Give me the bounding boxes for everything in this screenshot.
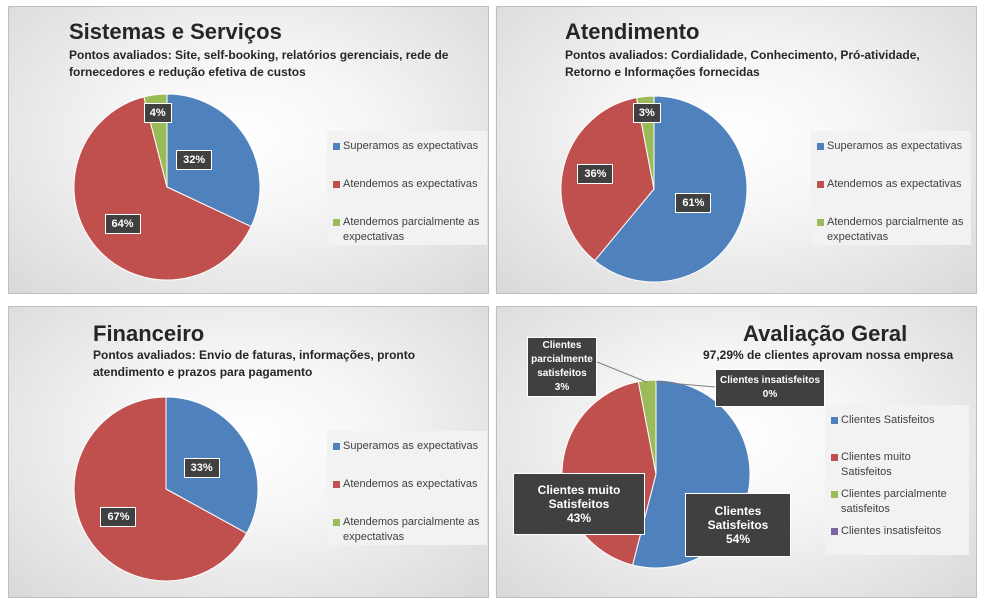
data-label-red-slice: Clientes muito Satisfeitos 43% bbox=[513, 473, 645, 535]
legend-label: Superamos as expectativas bbox=[827, 140, 963, 152]
chart-panel-financeiro: Financeiro Pontos avaliados: Envio de fa… bbox=[8, 306, 489, 598]
legend-swatch bbox=[333, 143, 340, 150]
legend-swatch bbox=[817, 219, 824, 226]
legend-swatch bbox=[831, 454, 838, 461]
data-label-red-slice: 36% bbox=[577, 163, 614, 184]
data-label-line: 0% bbox=[762, 389, 778, 400]
chart-title: Atendimento bbox=[565, 19, 700, 44]
data-label-line: parcialmente bbox=[531, 354, 593, 365]
chart-legend: Superamos as expectativas Atendemos as ex… bbox=[327, 131, 487, 245]
data-label-blue-slice: 61% bbox=[675, 193, 712, 214]
legend-swatch bbox=[333, 443, 340, 450]
data-label-line: satisfeitos bbox=[537, 368, 587, 379]
legend-label: Clientes insatisfeitos bbox=[841, 525, 942, 537]
legend-swatch bbox=[333, 481, 340, 488]
data-label-green-slice: Clientes parcialmente satisfeitos 3% bbox=[527, 337, 597, 397]
legend-swatch bbox=[333, 181, 340, 188]
legend-label: Atendemos parcialmente as expectativas bbox=[343, 216, 480, 243]
legend-swatch bbox=[333, 519, 340, 526]
data-label-line: Clientes bbox=[542, 340, 582, 351]
data-label-green-slice: 4% bbox=[143, 103, 172, 124]
legend-label: Clientes Satisfeitos bbox=[841, 414, 935, 426]
chart-legend: Superamos as expectativas Atendemos as ex… bbox=[811, 131, 971, 245]
data-label-line: Satisfeitos bbox=[548, 497, 610, 511]
data-label-blue-slice: 32% bbox=[176, 149, 213, 170]
chart-title: Financeiro bbox=[93, 321, 205, 346]
pie-chart bbox=[73, 396, 259, 582]
legend-swatch bbox=[831, 528, 838, 535]
legend-swatch bbox=[831, 417, 838, 424]
data-label-purple-slice: Clientes insatisfeitos 0% bbox=[715, 369, 825, 407]
pie-slice-green-slice bbox=[637, 379, 657, 475]
data-label-line: Satisfeitos bbox=[707, 518, 769, 532]
pie-chart bbox=[73, 93, 261, 281]
legend-swatch bbox=[817, 143, 824, 150]
legend-label: Atendemos as expectativas bbox=[343, 178, 478, 190]
data-label-green-slice: 3% bbox=[632, 103, 661, 124]
data-label-line: Clientes muito bbox=[537, 483, 621, 497]
legend-label: Superamos as expectativas bbox=[343, 140, 479, 152]
data-label-line: 43% bbox=[566, 511, 592, 525]
legend-label: Atendemos parcialmente as expectativas bbox=[827, 216, 964, 243]
data-label-line: Clientes bbox=[714, 504, 762, 518]
leader-line bbox=[655, 381, 716, 388]
pie-slice-blue-slice bbox=[166, 93, 261, 228]
data-label-red-slice: 67% bbox=[100, 507, 137, 528]
legend-label: Atendemos as expectativas bbox=[827, 178, 962, 190]
legend-label: Clientes parcialmente satisfeitos bbox=[841, 488, 947, 515]
legend-label: Atendemos as expectativas bbox=[343, 478, 478, 490]
data-label-blue-slice: 33% bbox=[183, 457, 220, 478]
legend-swatch bbox=[831, 491, 838, 498]
legend-label: Atendemos parcialmente as expectativas bbox=[343, 516, 480, 543]
chart-panel-avaliacao-geral: Avaliação Geral 97,29% de clientes aprov… bbox=[496, 306, 977, 598]
pie-slice-red-slice bbox=[73, 96, 252, 281]
data-label-red-slice: 64% bbox=[104, 213, 141, 234]
legend-swatch bbox=[333, 219, 340, 226]
chart-panel-atendimento: Atendimento Pontos avaliados: Cordialida… bbox=[496, 6, 977, 294]
leader-line bbox=[596, 361, 648, 383]
chart-legend: Clientes Satisfeitos Clientes muito Satis… bbox=[825, 405, 969, 555]
chart-panel-sistemas: Sistemas e Serviços Pontos avaliados: Si… bbox=[8, 6, 489, 294]
chart-title: Sistemas e Serviços bbox=[69, 19, 282, 44]
legend-swatch bbox=[817, 181, 824, 188]
data-label-line: Clientes insatisfeitos bbox=[719, 375, 821, 386]
chart-subtitle: 97,29% de clientes aprovam nossa empresa bbox=[703, 348, 954, 362]
chart-subtitle: Pontos avaliados: Cordialidade, Conhecim… bbox=[565, 48, 920, 79]
chart-subtitle: Pontos avaliados: Site, self-booking, re… bbox=[69, 48, 449, 79]
pie-slice-blue-slice bbox=[594, 95, 748, 283]
legend-label: Superamos as expectativas bbox=[343, 440, 479, 452]
data-label-line: 3% bbox=[554, 382, 570, 393]
data-label-blue-slice: Clientes Satisfeitos 54% bbox=[685, 493, 791, 557]
data-label-line: 54% bbox=[725, 532, 751, 546]
legend-label: Clientes muito Satisfeitos bbox=[841, 451, 911, 478]
pie-slice-red-slice bbox=[73, 396, 248, 582]
chart-legend: Superamos as expectativas Atendemos as ex… bbox=[327, 431, 487, 545]
chart-subtitle: Pontos avaliados: Envio de faturas, info… bbox=[93, 348, 416, 379]
chart-title: Avaliação Geral bbox=[743, 321, 908, 346]
